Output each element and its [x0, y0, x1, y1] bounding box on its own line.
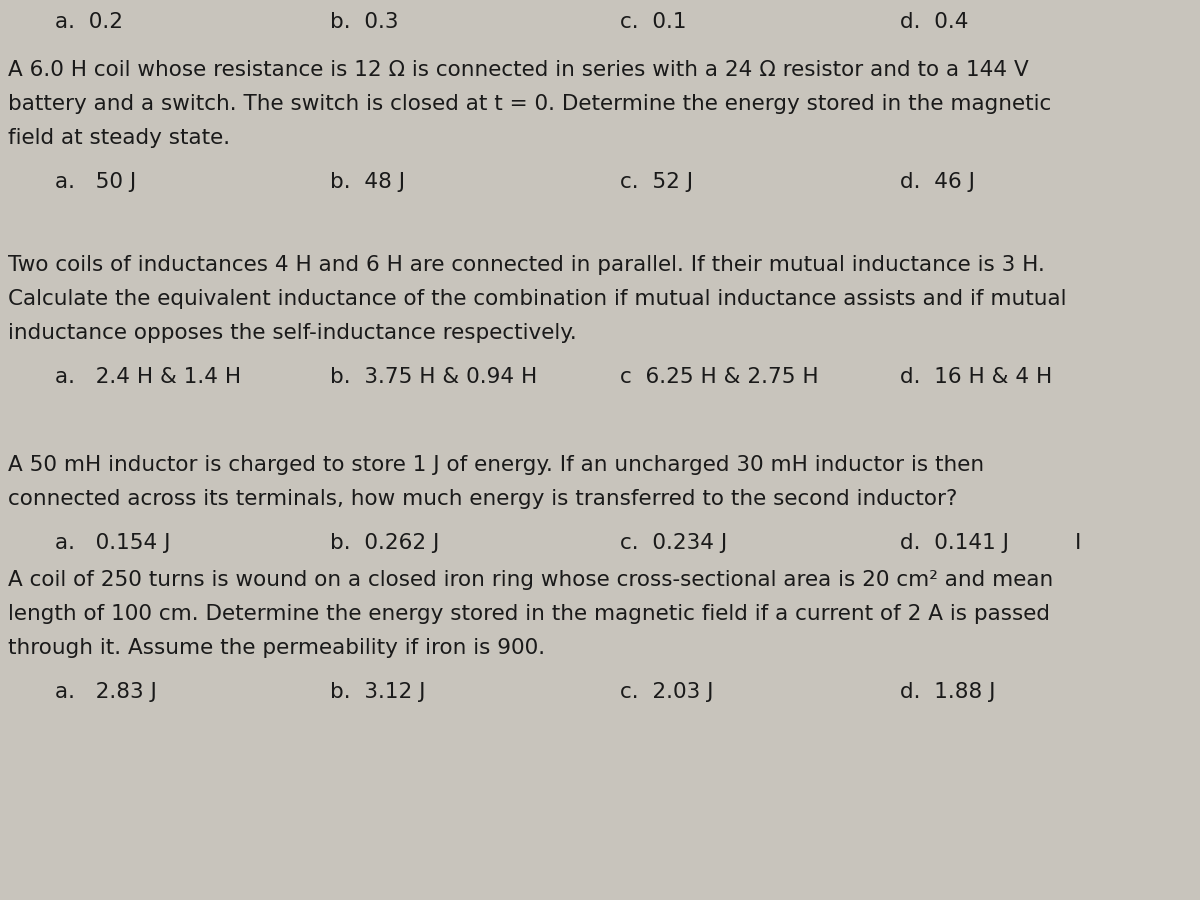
Text: a.  0.2: a. 0.2 [55, 12, 124, 32]
Text: b.  0.262 J: b. 0.262 J [330, 533, 439, 553]
Text: Two coils of inductances 4 H and 6 H are connected in parallel. If their mutual : Two coils of inductances 4 H and 6 H are… [8, 255, 1045, 275]
Text: c.  52 J: c. 52 J [620, 172, 694, 192]
Text: a.   50 J: a. 50 J [55, 172, 137, 192]
Text: inductance opposes the self-inductance respectively.: inductance opposes the self-inductance r… [8, 323, 577, 343]
Text: field at steady state.: field at steady state. [8, 128, 230, 148]
Text: length of 100 cm. Determine the energy stored in the magnetic field if a current: length of 100 cm. Determine the energy s… [8, 604, 1050, 624]
Text: c  6.25 H & 2.75 H: c 6.25 H & 2.75 H [620, 367, 818, 387]
Text: b.  0.3: b. 0.3 [330, 12, 398, 32]
Text: d.  0.4: d. 0.4 [900, 12, 968, 32]
Text: I: I [1075, 533, 1081, 553]
Text: b.  3.12 J: b. 3.12 J [330, 682, 426, 702]
Text: connected across its terminals, how much energy is transferred to the second ind: connected across its terminals, how much… [8, 489, 958, 509]
Text: battery and a switch. The switch is closed at t = 0. Determine the energy stored: battery and a switch. The switch is clos… [8, 94, 1051, 114]
Text: A 6.0 H coil whose resistance is 12 Ω is connected in series with a 24 Ω resisto: A 6.0 H coil whose resistance is 12 Ω is… [8, 60, 1028, 80]
Text: c.  0.234 J: c. 0.234 J [620, 533, 727, 553]
Text: through it. Assume the permeability if iron is 900.: through it. Assume the permeability if i… [8, 638, 545, 658]
Text: d.  16 H & 4 H: d. 16 H & 4 H [900, 367, 1052, 387]
Text: d.  0.141 J: d. 0.141 J [900, 533, 1009, 553]
Text: a.   2.4 H & 1.4 H: a. 2.4 H & 1.4 H [55, 367, 241, 387]
Text: c.  2.03 J: c. 2.03 J [620, 682, 714, 702]
Text: A 50 mH inductor is charged to store 1 J of energy. If an uncharged 30 mH induct: A 50 mH inductor is charged to store 1 J… [8, 455, 984, 475]
Text: b.  48 J: b. 48 J [330, 172, 406, 192]
Text: b.  3.75 H & 0.94 H: b. 3.75 H & 0.94 H [330, 367, 538, 387]
Text: c.  0.1: c. 0.1 [620, 12, 686, 32]
Text: A coil of 250 turns is wound on a closed iron ring whose cross-sectional area is: A coil of 250 turns is wound on a closed… [8, 570, 1054, 590]
Text: d.  1.88 J: d. 1.88 J [900, 682, 996, 702]
Text: d.  46 J: d. 46 J [900, 172, 974, 192]
Text: a.   2.83 J: a. 2.83 J [55, 682, 157, 702]
Text: a.   0.154 J: a. 0.154 J [55, 533, 170, 553]
Text: Calculate the equivalent inductance of the combination if mutual inductance assi: Calculate the equivalent inductance of t… [8, 289, 1067, 309]
